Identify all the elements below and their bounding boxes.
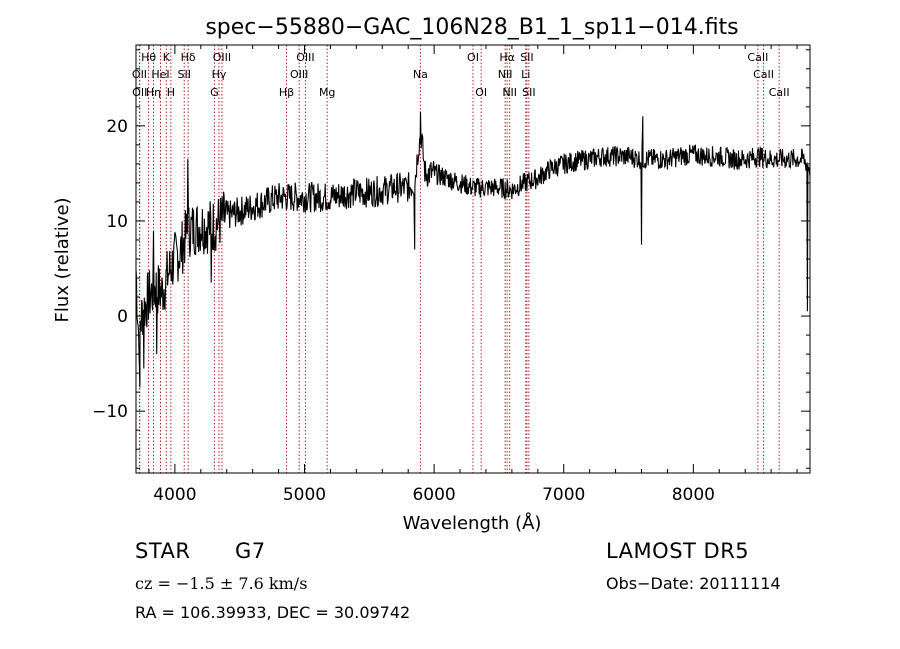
line-marker-label: HeI <box>151 68 169 81</box>
line-marker-label: Hδ <box>181 51 196 64</box>
line-marker-label: CaII <box>747 51 768 64</box>
y-tick-label: 20 <box>106 117 128 137</box>
line-marker-label: SII <box>520 51 533 64</box>
y-tick-label: 0 <box>117 307 128 327</box>
object-class: STAR <box>135 539 191 563</box>
line-marker-label: Hη <box>146 86 161 99</box>
line-marker-label: H <box>167 86 175 99</box>
redshift-velocity: cz = −1.5 ± 7.6 km/s <box>135 574 308 593</box>
line-marker-label: SII <box>177 68 190 81</box>
survey-name: LAMOST DR5 <box>606 539 750 563</box>
y-tick-label: −10 <box>92 402 128 422</box>
line-marker-label: NII <box>498 68 513 81</box>
x-tick-label: 6000 <box>412 485 455 505</box>
line-marker-label: Na <box>413 68 428 81</box>
line-marker-label: Li <box>521 68 530 81</box>
line-marker-label: Hβ <box>279 86 294 99</box>
line-marker-label: NII <box>502 86 517 99</box>
line-marker-label: G <box>210 86 219 99</box>
line-marker-label: OII <box>132 68 147 81</box>
y-tick-label: 10 <box>106 212 128 232</box>
y-axis-label: Flux (relative) <box>52 197 73 322</box>
x-tick-label: 8000 <box>672 485 715 505</box>
line-marker-label: OI <box>467 51 479 64</box>
line-marker-label: K <box>163 51 171 64</box>
line-marker-label: Hα <box>499 51 515 64</box>
line-markers <box>138 45 780 473</box>
x-tick-label: 5000 <box>283 485 326 505</box>
x-tick-label: 4000 <box>153 485 196 505</box>
x-axis-ticks: 4000 5000 6000 7000 8000 <box>148 45 798 505</box>
spectrum-series <box>135 111 811 388</box>
line-marker-label: OIII <box>213 51 231 64</box>
y-axis-ticks: −10 0 10 20 <box>92 49 810 469</box>
object-subclass: G7 <box>235 539 266 563</box>
x-axis-label: Wavelength (Å) <box>403 512 542 534</box>
x-tick-label: 7000 <box>542 485 585 505</box>
line-marker-label: Mg <box>319 86 335 99</box>
coordinates: RA = 106.39933, DEC = 30.09742 <box>135 603 411 622</box>
line-marker-label: SII <box>522 86 535 99</box>
line-marker-label: CaII <box>753 68 774 81</box>
observation-date: Obs−Date: 20111114 <box>606 574 781 593</box>
line-marker-label: OI <box>475 86 487 99</box>
line-marker-label: OIII <box>290 68 308 81</box>
line-marker-label: Hγ <box>212 68 227 81</box>
chart-title: spec−55880−GAC_106N28_B1_1_sp11−014.fits <box>205 15 738 40</box>
line-marker-label: OIII <box>296 51 314 64</box>
line-marker-label: Hθ <box>141 51 156 64</box>
spectrum-line <box>135 111 811 388</box>
line-marker-label: CaII <box>769 86 790 99</box>
